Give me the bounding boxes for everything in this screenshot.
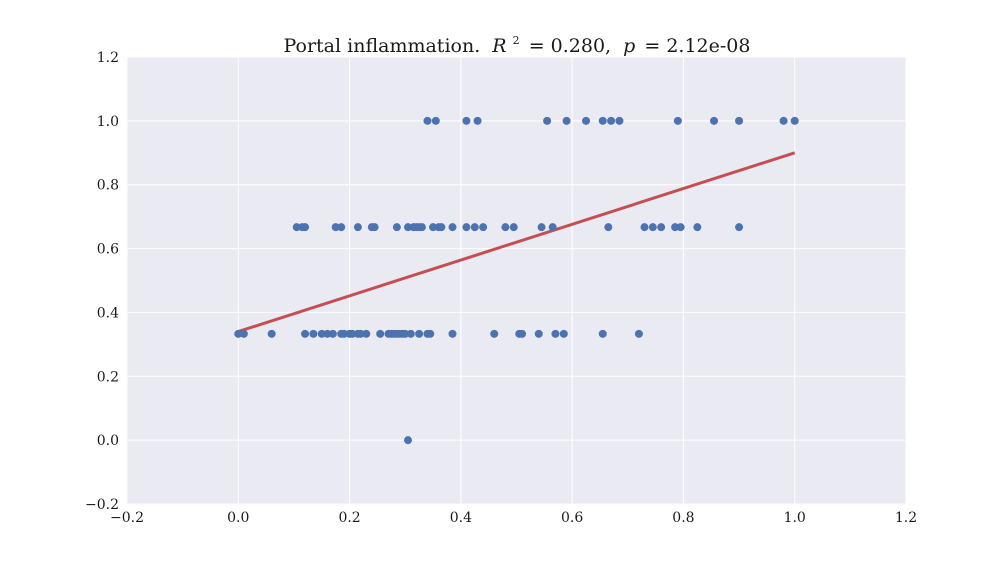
data-point	[693, 223, 702, 232]
data-point	[648, 223, 657, 232]
x-tick-label: −0.2	[110, 510, 144, 526]
data-point	[431, 116, 440, 125]
title-p-value: = 2.12e-08	[644, 35, 750, 57]
data-point	[301, 329, 310, 338]
y-tick-label: 0.4	[97, 305, 119, 321]
data-point	[518, 329, 527, 338]
data-point	[559, 329, 568, 338]
data-point	[676, 223, 685, 232]
data-point	[437, 223, 446, 232]
title-p-symbol: p	[623, 35, 635, 57]
data-point	[548, 223, 557, 232]
data-point	[340, 329, 349, 338]
data-point	[426, 329, 435, 338]
x-tick-label: 0.6	[561, 510, 583, 526]
data-point	[356, 329, 365, 338]
data-point	[615, 116, 624, 125]
y-tick-label: −0.2	[85, 497, 119, 513]
data-point	[348, 329, 357, 338]
data-point	[448, 223, 457, 232]
data-point	[779, 116, 788, 125]
data-point	[598, 116, 607, 125]
fit-line-layer	[237, 151, 796, 334]
data-point	[735, 223, 744, 232]
data-point	[634, 329, 643, 338]
data-points	[234, 116, 799, 445]
data-point	[376, 329, 385, 338]
data-point	[301, 223, 310, 232]
chart-title: Portal inflammation. R 2 = 0.280, p = 2.…	[284, 27, 751, 57]
plot-area	[127, 57, 906, 504]
data-point	[671, 223, 680, 232]
data-point	[604, 223, 613, 232]
y-tick-label: 0.2	[97, 369, 119, 385]
data-point	[403, 223, 412, 232]
data-point	[403, 436, 412, 445]
data-point	[448, 329, 457, 338]
data-point	[640, 223, 649, 232]
data-point	[562, 116, 571, 125]
data-point	[501, 223, 510, 232]
regression-fit-line	[237, 151, 796, 334]
data-point	[401, 329, 410, 338]
data-point	[370, 223, 379, 232]
y-tick-label: 0.8	[97, 178, 119, 194]
data-point	[534, 329, 543, 338]
data-point	[423, 116, 432, 125]
x-tick-label: 0.0	[227, 510, 249, 526]
data-point	[337, 223, 346, 232]
data-point	[673, 116, 682, 125]
data-point	[543, 116, 552, 125]
data-point	[657, 223, 666, 232]
data-point	[362, 329, 371, 338]
data-point	[292, 223, 301, 232]
data-point	[582, 116, 591, 125]
title-r2-superscript: 2	[513, 34, 520, 47]
data-point	[790, 116, 799, 125]
x-tick-label: 0.8	[672, 510, 694, 526]
data-point	[415, 329, 424, 338]
data-point	[234, 329, 243, 338]
data-point	[406, 329, 415, 338]
y-tick-label: 1.0	[97, 114, 119, 130]
title-r2-value: = 0.280,	[529, 35, 611, 57]
data-point	[392, 223, 401, 232]
data-point	[331, 223, 340, 232]
data-point	[462, 223, 471, 232]
data-point	[735, 116, 744, 125]
data-point	[323, 329, 332, 338]
data-point	[479, 223, 488, 232]
data-point	[473, 116, 482, 125]
data-point	[710, 116, 719, 125]
y-tick-label: 0.6	[97, 242, 119, 258]
y-axis-tick-labels: −0.2 0.0 0.2 0.4 0.6 0.8 1.0 1.2	[85, 50, 119, 513]
x-tick-label: 0.2	[338, 510, 360, 526]
data-point	[551, 329, 560, 338]
data-point	[470, 223, 479, 232]
x-tick-label: 1.0	[784, 510, 806, 526]
data-point	[317, 329, 326, 338]
data-point	[309, 329, 318, 338]
data-point	[462, 116, 471, 125]
y-tick-label: 1.2	[97, 50, 119, 66]
title-prefix: Portal inflammation.	[284, 35, 481, 57]
title-r2-symbol: R	[491, 35, 506, 57]
data-point	[417, 223, 426, 232]
data-point	[607, 116, 616, 125]
data-point	[598, 329, 607, 338]
x-tick-label: 0.4	[450, 510, 472, 526]
grid-lines	[126, 56, 907, 505]
data-point	[490, 329, 499, 338]
data-point	[328, 329, 337, 338]
y-tick-label: 0.0	[97, 433, 119, 449]
data-point	[537, 223, 546, 232]
data-point	[239, 329, 248, 338]
x-axis-tick-labels: −0.2 0.0 0.2 0.4 0.6 0.8 1.0 1.2	[110, 510, 917, 526]
data-point	[267, 329, 276, 338]
data-point	[429, 223, 438, 232]
data-point	[353, 223, 362, 232]
x-tick-label: 1.2	[895, 510, 917, 526]
data-point	[509, 223, 518, 232]
